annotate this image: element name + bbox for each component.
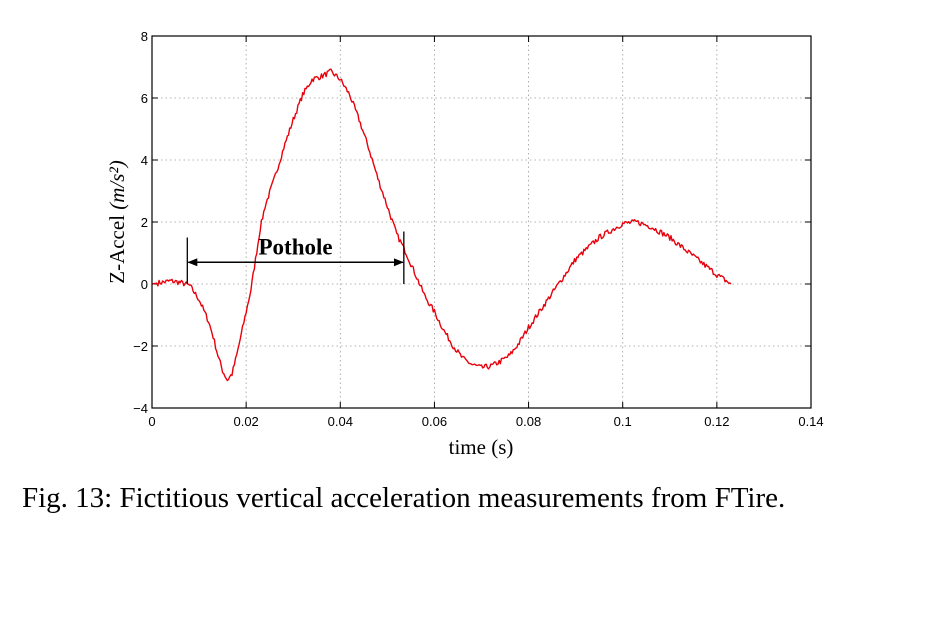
plot-frame (151, 35, 812, 409)
y-tick-label: −4 (133, 401, 148, 416)
y-tick-label: 0 (141, 277, 148, 292)
x-axis-ticks: 0 0.02 0.04 0.06 0.08 0.1 0.12 0.14 (148, 36, 824, 429)
y-axis-label-prefix: Z-Accel (105, 210, 129, 284)
series-line (151, 68, 732, 382)
y-axis-label: Z-Accel (m/s²) (105, 160, 129, 284)
y-tick-label: 2 (141, 215, 148, 230)
y-tick-label: 4 (141, 153, 148, 168)
x-tick-label: 0.06 (422, 414, 447, 429)
x-tick-label: 0.14 (798, 414, 823, 429)
y-tick-label: 8 (141, 29, 148, 44)
x-axis-label: time (s) (449, 435, 514, 459)
y-tick-label: 6 (141, 91, 148, 106)
grid-lines (152, 36, 811, 408)
annotation-label: Pothole (259, 234, 333, 259)
x-tick-label: 0.04 (328, 414, 353, 429)
y-tick-label: −2 (133, 339, 148, 354)
pothole-annotation: Pothole (186, 231, 405, 284)
x-tick-label: 0.02 (233, 414, 258, 429)
y-axis-label-unit: (m/s²) (105, 160, 129, 209)
x-tick-label: 0.12 (704, 414, 729, 429)
x-tick-label: 0.08 (516, 414, 541, 429)
x-tick-label: 0 (148, 414, 155, 429)
acceleration-chart: 0 0.02 0.04 0.06 0.08 0.1 0.12 0.14 −4 −2 0 2 4 6 8 P… (105, 29, 824, 459)
x-tick-label: 0.1 (614, 414, 632, 429)
figure-caption: Fig. 13: Fictitious vertical acceleratio… (22, 482, 786, 514)
